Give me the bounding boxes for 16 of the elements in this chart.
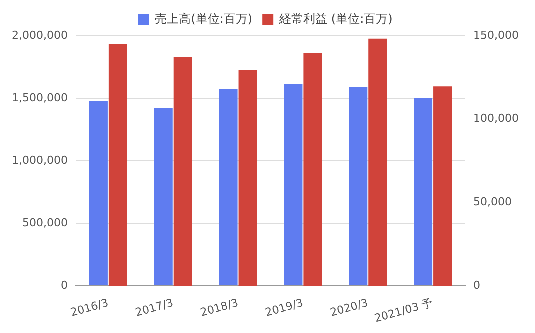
- y-tick-label: 500,000: [22, 216, 68, 230]
- x-tick-label: 2016/3: [69, 296, 110, 320]
- x-tick-label: 2019/3: [264, 296, 305, 320]
- y2-tick-label: 100,000: [474, 112, 520, 126]
- x-tick-label: 2017/3: [134, 296, 175, 320]
- y2-tick-label: 0: [474, 278, 481, 292]
- y2-tick-label: 150,000: [474, 28, 520, 42]
- y-tick-label: 1,500,000: [12, 91, 68, 104]
- y2-tick-label: 50,000: [474, 196, 512, 209]
- y-tick-label: 0: [60, 278, 68, 292]
- x-tick-label: 2020/3: [328, 296, 370, 320]
- y-tick-label: 2,000,000: [12, 28, 68, 42]
- legend-label: 経常利益 (単位:百万): [278, 12, 393, 26]
- legend-label: 売上高(単位:百万): [155, 12, 253, 26]
- y-tick-label: 1,000,000: [12, 154, 68, 167]
- x-tick-label: 2018/3: [199, 296, 240, 320]
